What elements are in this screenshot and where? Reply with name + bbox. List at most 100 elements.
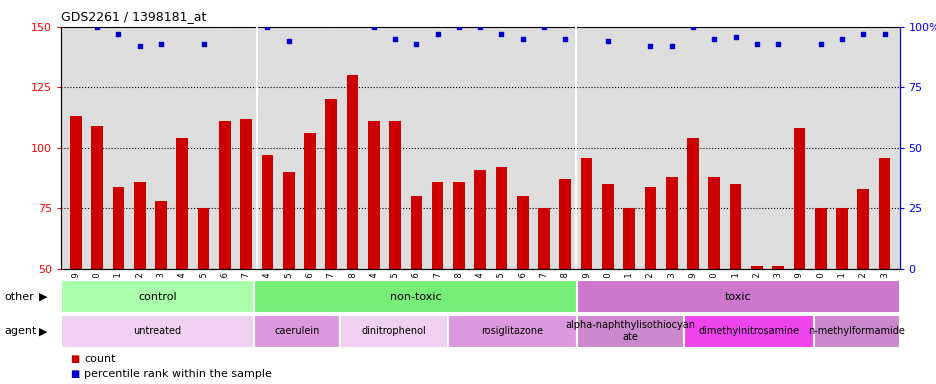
Bar bbox=[812, 315, 899, 348]
Text: ■: ■ bbox=[70, 369, 80, 379]
Bar bbox=[340, 315, 447, 348]
Point bbox=[68, 14, 83, 20]
Bar bbox=[410, 196, 422, 269]
Text: rosiglitazone: rosiglitazone bbox=[481, 326, 543, 336]
Bar bbox=[431, 182, 443, 269]
Point bbox=[451, 24, 466, 30]
Point bbox=[770, 41, 785, 47]
Bar bbox=[368, 121, 379, 269]
Bar bbox=[453, 182, 464, 269]
Point bbox=[217, 22, 232, 28]
Bar bbox=[283, 172, 294, 269]
Bar bbox=[197, 209, 209, 269]
Bar bbox=[517, 196, 528, 269]
Point bbox=[791, 17, 806, 23]
Point bbox=[685, 24, 700, 30]
Text: percentile rank within the sample: percentile rank within the sample bbox=[84, 369, 272, 379]
Point bbox=[196, 41, 211, 47]
Point bbox=[259, 24, 274, 30]
Point bbox=[642, 43, 657, 49]
Point bbox=[536, 24, 551, 30]
Point bbox=[664, 43, 679, 49]
Bar bbox=[112, 187, 124, 269]
Bar bbox=[304, 133, 315, 269]
Text: agent: agent bbox=[5, 326, 37, 336]
Text: ▶: ▶ bbox=[39, 326, 48, 336]
Point bbox=[323, 22, 338, 28]
Bar bbox=[537, 209, 549, 269]
Point bbox=[706, 36, 721, 42]
Bar bbox=[495, 167, 506, 269]
Point bbox=[600, 38, 615, 45]
Text: dinitrophenol: dinitrophenol bbox=[361, 326, 426, 336]
Text: alpha-naphthylisothiocyan
ate: alpha-naphthylisothiocyan ate bbox=[565, 320, 695, 342]
Text: ■: ■ bbox=[70, 354, 80, 364]
Point bbox=[132, 43, 147, 49]
Bar bbox=[580, 157, 592, 269]
Point bbox=[366, 24, 381, 30]
Point bbox=[239, 17, 254, 23]
Point bbox=[302, 14, 317, 20]
Bar bbox=[644, 187, 655, 269]
Point bbox=[876, 31, 891, 37]
Bar bbox=[665, 177, 677, 269]
Bar bbox=[91, 126, 103, 269]
Bar bbox=[255, 280, 577, 313]
Bar bbox=[622, 209, 635, 269]
Bar bbox=[255, 315, 340, 348]
Point bbox=[472, 24, 487, 30]
Point bbox=[388, 36, 402, 42]
Bar bbox=[346, 75, 358, 269]
Point bbox=[557, 36, 572, 42]
Point bbox=[110, 31, 125, 37]
Bar bbox=[61, 315, 255, 348]
Bar bbox=[474, 170, 486, 269]
Bar bbox=[856, 189, 869, 269]
Point bbox=[493, 31, 508, 37]
Point bbox=[834, 36, 849, 42]
Text: GDS2261 / 1398181_at: GDS2261 / 1398181_at bbox=[61, 10, 206, 23]
Bar bbox=[708, 177, 720, 269]
Bar bbox=[61, 280, 255, 313]
Bar bbox=[176, 138, 188, 269]
Text: n-methylformamide: n-methylformamide bbox=[807, 326, 904, 336]
Bar bbox=[771, 266, 783, 269]
Bar bbox=[447, 315, 577, 348]
Point bbox=[622, 17, 636, 23]
Text: ▶: ▶ bbox=[39, 291, 48, 302]
Bar bbox=[155, 201, 167, 269]
Bar bbox=[684, 315, 812, 348]
Text: control: control bbox=[139, 291, 177, 302]
Point bbox=[281, 38, 296, 45]
Bar bbox=[814, 209, 826, 269]
Point bbox=[154, 41, 168, 47]
Point bbox=[90, 24, 105, 30]
Bar bbox=[729, 184, 740, 269]
Bar bbox=[577, 280, 899, 313]
Bar bbox=[835, 209, 847, 269]
Bar bbox=[261, 155, 273, 269]
Bar bbox=[219, 121, 230, 269]
Bar bbox=[388, 121, 401, 269]
Bar bbox=[686, 138, 698, 269]
Point bbox=[430, 31, 445, 37]
Bar bbox=[577, 315, 684, 348]
Point bbox=[749, 41, 764, 47]
Point bbox=[812, 41, 827, 47]
Bar bbox=[134, 182, 145, 269]
Text: untreated: untreated bbox=[134, 326, 182, 336]
Text: non-toxic: non-toxic bbox=[389, 291, 441, 302]
Bar bbox=[559, 179, 571, 269]
Bar bbox=[70, 116, 81, 269]
Text: dimethylnitrosamine: dimethylnitrosamine bbox=[697, 326, 798, 336]
Point bbox=[578, 17, 593, 23]
Point bbox=[408, 41, 423, 47]
Point bbox=[727, 33, 742, 40]
Bar bbox=[793, 129, 804, 269]
Text: caerulein: caerulein bbox=[274, 326, 320, 336]
Text: other: other bbox=[5, 291, 35, 302]
Bar bbox=[240, 119, 252, 269]
Bar bbox=[602, 184, 613, 269]
Point bbox=[515, 36, 530, 42]
Bar bbox=[878, 157, 889, 269]
